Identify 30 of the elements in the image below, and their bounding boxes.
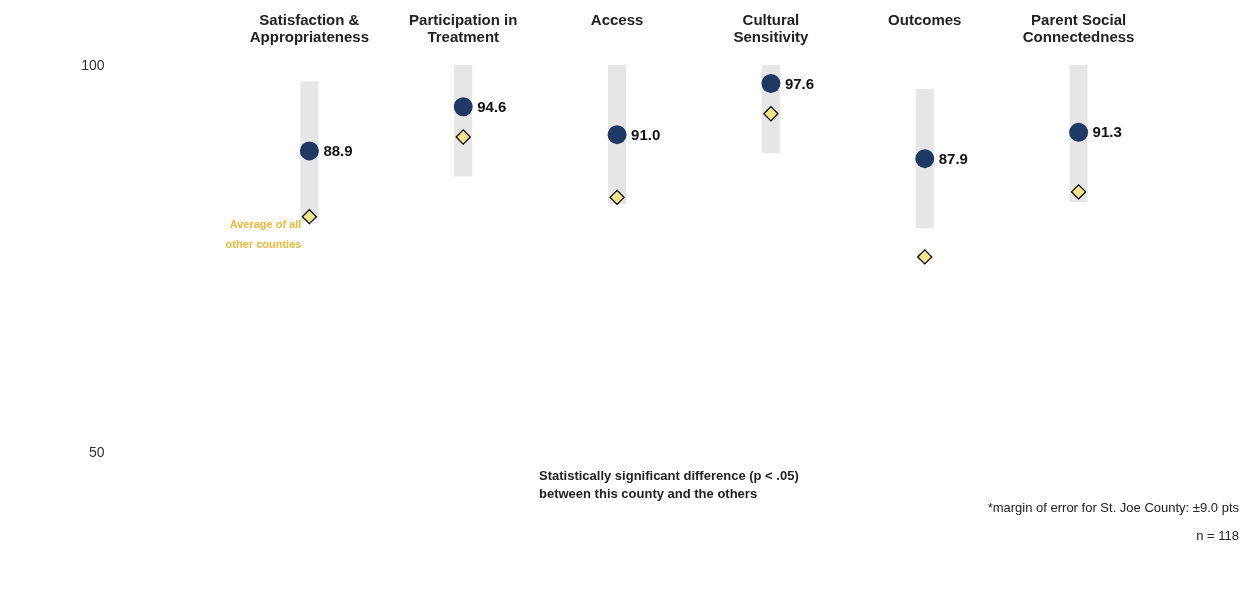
data-label: 87.9: [938, 149, 968, 167]
data-label: 91.3: [1092, 123, 1122, 141]
data-label: 94.6: [477, 97, 507, 115]
point: [1069, 122, 1089, 142]
point: [453, 97, 473, 117]
point: [915, 149, 935, 169]
point: [763, 106, 779, 122]
point: [455, 129, 471, 145]
x-tick-label: Satisfaction & Appropriateness: [249, 10, 369, 45]
text: n = 118: [1196, 528, 1239, 543]
x-tick-label: Cultural Sensitivity: [733, 10, 810, 45]
point: [761, 74, 781, 94]
point: [607, 125, 627, 145]
point: [609, 189, 625, 206]
point: [301, 209, 318, 225]
point: [1070, 184, 1087, 200]
data-label: 88.9: [323, 141, 353, 159]
x-tick-label: Participation in Treatment: [409, 10, 518, 45]
y-tick-label: 100: [81, 56, 105, 73]
data-label: 97.6: [784, 74, 815, 92]
point: [917, 249, 933, 265]
x-tick-label: Parent Social Connectedness: [1022, 10, 1135, 45]
y-tick-label: 50: [88, 443, 105, 460]
x-tick-label: Access: [590, 10, 644, 28]
text: *margin of error for St. Joe County: ±9.0 pts: [987, 500, 1240, 515]
point: [299, 141, 319, 161]
data-label: 91.0: [631, 125, 661, 143]
x-tick-label: Outcomes: [888, 10, 962, 28]
annotation: Average of all other counties: [225, 217, 302, 250]
text: Statistically significant difference (p < .05) between this county and the others: [539, 468, 799, 501]
